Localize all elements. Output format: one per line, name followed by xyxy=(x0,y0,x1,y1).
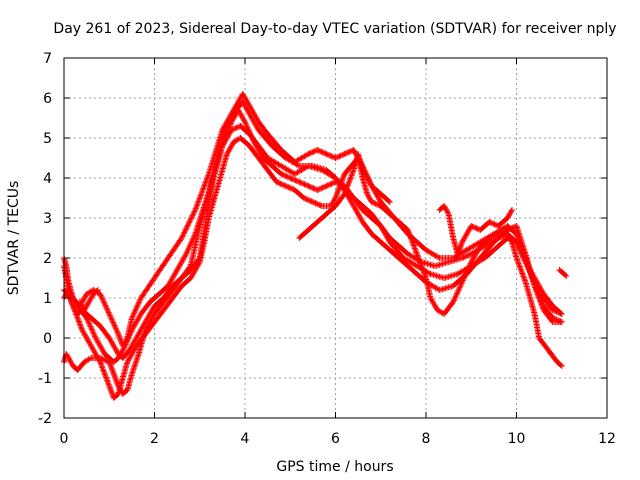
y-tick-label: 6 xyxy=(43,91,52,107)
y-tick-label: 1 xyxy=(43,291,52,307)
plus-markers xyxy=(556,267,570,279)
y-axis-label: SDTVAR / TECUs xyxy=(6,181,22,296)
series-fragment-a xyxy=(296,151,393,241)
x-tick-label: 6 xyxy=(331,431,340,447)
x-tick-label: 12 xyxy=(598,431,616,447)
chart-title: Day 261 of 2023, Sidereal Day-to-day VTE… xyxy=(53,21,616,37)
y-tick-label: 2 xyxy=(43,251,52,267)
x-tick-label: 0 xyxy=(60,431,69,447)
y-tick-label: 0 xyxy=(43,331,52,347)
plus-markers xyxy=(436,203,515,257)
x-tick-label: 4 xyxy=(241,431,250,447)
y-tick-label: 5 xyxy=(43,131,52,147)
x-axis-label: GPS time / hours xyxy=(276,459,393,475)
series-fragment-d xyxy=(76,287,101,313)
y-tick-label: -1 xyxy=(38,371,52,387)
y-tick-label: 4 xyxy=(43,171,52,187)
series-fragment-b xyxy=(436,203,515,257)
x-tick-label: 10 xyxy=(508,431,526,447)
x-tick-label: 8 xyxy=(422,431,431,447)
y-tick-label: 3 xyxy=(43,211,52,227)
plus-markers xyxy=(76,287,101,313)
y-tick-label: -2 xyxy=(38,411,52,427)
x-tick-label: 2 xyxy=(150,431,159,447)
y-tick-label: 7 xyxy=(43,51,52,67)
plus-markers xyxy=(296,151,393,241)
series-fragment-c xyxy=(556,267,570,279)
